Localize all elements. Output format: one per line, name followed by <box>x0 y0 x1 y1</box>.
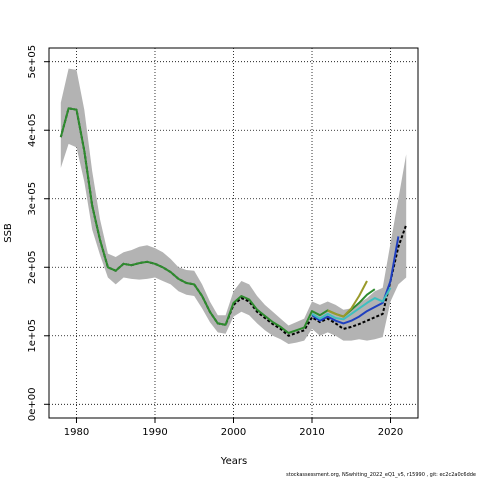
y-tick-label: 0e+00 <box>27 387 38 421</box>
y-tick-label: 2e+05 <box>27 250 38 284</box>
grid-lines <box>49 48 418 418</box>
footer-caption: stockassessment.org, NSwhiting_2022_eQ1_… <box>286 472 476 478</box>
series-lines <box>59 107 408 337</box>
x-axis: 1980 1990 2000 2010 2020 <box>64 418 403 438</box>
series-line <box>59 107 376 334</box>
plot-frame <box>48 47 419 419</box>
y-axis-label: SSB <box>3 223 14 243</box>
confidence-band-area <box>60 68 407 344</box>
x-tick-label: 2000 <box>221 427 246 438</box>
x-axis-label: Years <box>220 456 247 467</box>
y-axis: 0e+00 1e+05 2e+05 3e+05 4e+05 5e+05 <box>27 45 49 421</box>
x-tick-label: 1990 <box>142 427 167 438</box>
y-tick-label: 3e+05 <box>27 182 38 216</box>
y-tick-label: 5e+05 <box>27 45 38 79</box>
confidence-band <box>60 68 407 344</box>
series-line <box>311 287 392 321</box>
x-tick-label: 1980 <box>64 427 89 438</box>
series-line <box>327 280 368 318</box>
x-tick-label: 2010 <box>299 427 324 438</box>
y-tick-label: 4e+05 <box>27 113 38 147</box>
x-tick-label: 2020 <box>378 427 403 438</box>
y-tick-label: 1e+05 <box>27 319 38 353</box>
